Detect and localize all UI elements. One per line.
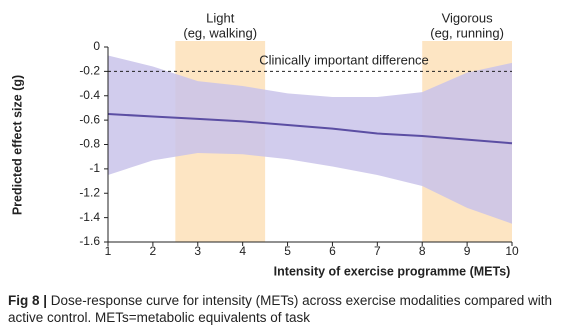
y-tick-label: -1.2 [79,185,100,199]
x-tick-label: 7 [374,244,381,258]
y-tick-label: -0.2 [79,64,100,78]
x-tick-label: 3 [194,244,201,258]
chart: Predicted effect size (g) Intensity of e… [10,10,519,278]
caption-label: Fig 8 | [8,293,48,308]
x-tick-label: 2 [150,244,157,258]
y-tick-label: -1 [89,161,100,175]
caption: Fig 8 | Dose-response curve for intensit… [8,292,568,326]
y-tick-label: 0 [93,39,100,53]
x-axis-title: Intensity of exercise programme (METs) [274,264,511,278]
x-tick-label: 5 [284,244,291,258]
y-tick-label: -0.4 [79,88,100,102]
region-sublabel: (eg, walking) [183,25,257,40]
y-axis-title: Predicted effect size (g) [10,75,24,215]
caption-text: Dose-response curve for intensity (METs)… [8,293,552,325]
region-label: Light [206,10,235,25]
region-label: Vigorous [442,10,494,25]
x-tick-label: 1 [105,244,112,258]
line [107,113,513,145]
y-tick-label: -0.8 [79,137,100,151]
reference-label: Clinically important difference [259,52,429,67]
x-tick-label: 4 [239,244,246,258]
x-tick-label: 8 [419,244,426,258]
x-tick-label: 9 [464,244,471,258]
x-tick-label: 6 [329,244,336,258]
y-tick-label: -1.4 [79,210,100,224]
region-sublabel: (eg, running) [430,25,504,40]
x-tick-label: 10 [505,244,519,258]
confidence-band [108,55,512,224]
y-tick-label: -0.6 [79,112,100,126]
y-tick-label: -1.6 [79,234,100,248]
